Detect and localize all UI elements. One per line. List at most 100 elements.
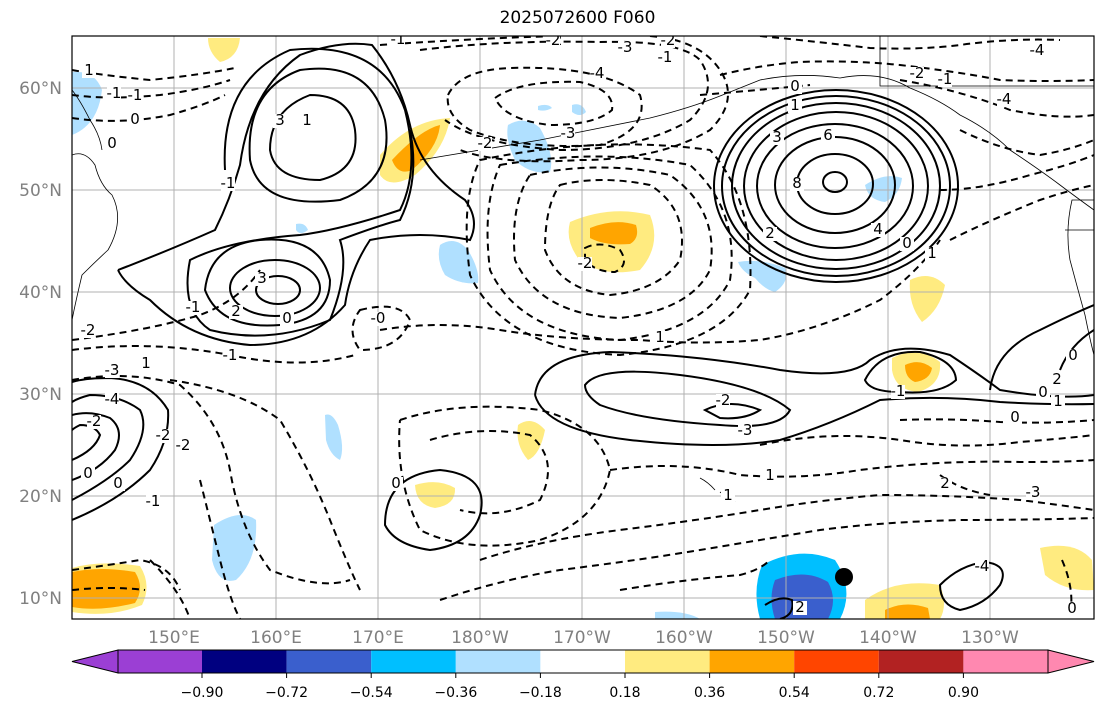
contour-label-bg <box>146 495 160 509</box>
contour-line <box>419 40 709 152</box>
contour-line <box>72 269 261 341</box>
shade-lightblue <box>538 104 552 111</box>
contour-label-bg <box>1065 602 1079 616</box>
colorbar-tick-label: 0.72 <box>863 685 894 701</box>
contour-line <box>534 394 1094 446</box>
contour-label-bg <box>653 331 667 345</box>
contour-label-bg <box>105 364 119 378</box>
contour-line <box>72 423 102 461</box>
contour-line <box>759 36 1061 50</box>
contour-line <box>72 412 120 481</box>
contour-line <box>439 517 1094 601</box>
contour-line <box>759 434 1094 447</box>
contour-label-bg <box>1066 349 1080 363</box>
contour-line <box>756 123 914 249</box>
contour-line <box>719 60 1094 82</box>
shade-lightblue <box>572 104 586 115</box>
contour-label-bg <box>618 41 632 55</box>
contour-line <box>203 238 332 327</box>
contour-label: -1 <box>107 84 122 102</box>
contour-label: -4 <box>105 390 120 408</box>
contour-label: 1 <box>141 354 151 372</box>
shade-lightblue <box>325 414 343 460</box>
contour-label-bg <box>997 93 1011 107</box>
contour-label-bg <box>590 67 604 81</box>
colorbar-extend-min <box>71 649 119 674</box>
contour-label-bg <box>128 89 142 103</box>
contour-line <box>939 154 1094 191</box>
contour-label-bg <box>546 36 560 48</box>
lat-label: 40°N <box>19 283 62 303</box>
contour-label: -2 <box>478 134 493 152</box>
contour-label-bg <box>105 137 119 151</box>
contour-line <box>863 350 958 394</box>
contour-line <box>186 47 415 337</box>
shade-yellow <box>909 276 945 322</box>
contour-label: -2 <box>156 426 171 444</box>
contour-label: 0 <box>107 134 117 152</box>
contour-line <box>117 42 475 347</box>
contour-label: 1 <box>927 244 937 262</box>
contour-line <box>72 375 351 585</box>
colorbar-tick-label: 0.18 <box>609 685 640 701</box>
contour-label-bg <box>221 177 235 191</box>
contour-label: 2 <box>940 474 950 492</box>
contour-line <box>583 370 792 427</box>
coastline-alaska-north <box>879 36 1094 87</box>
contour-label: -1 <box>128 86 143 104</box>
contour-label-bg <box>139 357 153 371</box>
contour-line <box>169 379 361 591</box>
lon-label: 150°E <box>148 628 200 648</box>
contour-line <box>383 468 483 552</box>
contour-label: 8 <box>792 174 802 192</box>
contour-label: -1 <box>146 492 161 510</box>
contour-label: -1 <box>223 346 238 364</box>
contour-label-bg <box>871 223 885 237</box>
lon-label: 160°W <box>655 628 713 648</box>
colorbar-box <box>709 650 795 673</box>
contour-label-bg <box>910 67 924 81</box>
lat-label: 10°N <box>19 589 62 609</box>
colorbar-box <box>878 650 964 673</box>
shade-lightblue <box>865 176 902 202</box>
contour-line <box>72 376 170 521</box>
contour-label-bg <box>229 305 243 319</box>
contour-label: 1 <box>1053 392 1063 410</box>
colorbar-box <box>540 650 625 673</box>
contour-label-bg <box>891 385 905 399</box>
shade-orange <box>392 125 440 172</box>
contour-label-bg <box>938 477 952 491</box>
contour-label-bg <box>1026 486 1040 500</box>
shade-orange <box>590 222 638 245</box>
contour-label: -1 <box>186 298 201 316</box>
colorbar-tick-label: −0.72 <box>265 685 308 701</box>
lon-label: 130°W <box>961 628 1019 648</box>
contour-label: -4 <box>590 64 605 82</box>
contour-label: -2 <box>176 436 191 454</box>
lat-label: 30°N <box>19 385 62 405</box>
contour-line <box>702 403 763 420</box>
contour-label: 0 <box>113 474 123 492</box>
contour-line <box>268 93 357 182</box>
contour-line <box>822 171 848 193</box>
colorbar-box <box>202 650 287 673</box>
contour-label: -1 <box>221 174 236 192</box>
contour-line <box>486 155 733 342</box>
map-title: 2025072600 F060 <box>499 8 656 28</box>
contour-line <box>379 239 941 344</box>
contour-label: 1 <box>765 466 775 484</box>
shading-layer <box>72 38 1094 619</box>
shade-lightblue <box>738 260 787 292</box>
contour-label-bg <box>81 467 95 481</box>
shade-lightblue <box>212 515 257 581</box>
lat-label: 60°N <box>19 79 62 99</box>
shade-yellow <box>208 38 240 62</box>
contour-label-bg <box>763 469 777 483</box>
contour-label: 0 <box>1010 408 1020 426</box>
contour-label: 2 <box>1052 370 1062 388</box>
shade-orange <box>905 362 932 382</box>
contour-labels: -2-1-2-3-4-1-2-3-2-4013682401-231320-1-1… <box>81 36 1080 617</box>
colorbar-tick-label: −0.54 <box>350 685 393 701</box>
colorbar-tick-label: −0.36 <box>434 685 477 701</box>
contour-label-bg <box>578 257 592 271</box>
